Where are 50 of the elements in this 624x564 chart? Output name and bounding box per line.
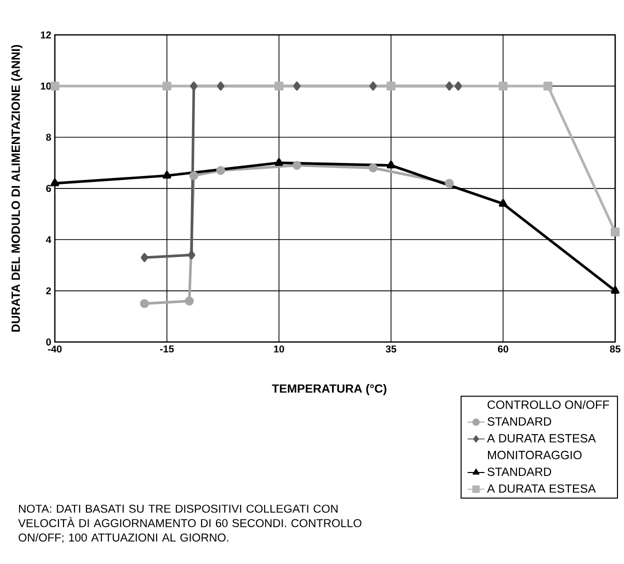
x-tick-label: 10 xyxy=(274,345,284,352)
point xyxy=(498,81,508,90)
point xyxy=(162,170,172,178)
x-tick-label: 85 xyxy=(610,345,620,352)
point xyxy=(498,198,508,207)
point xyxy=(188,250,196,260)
x-tick-label: 35 xyxy=(386,345,396,352)
point xyxy=(162,81,172,90)
point xyxy=(386,81,396,90)
x-tick-label: -40 xyxy=(48,345,62,352)
point xyxy=(217,81,224,90)
point xyxy=(140,252,148,262)
legend-label: STANDARD xyxy=(488,417,552,426)
point xyxy=(454,81,462,90)
point xyxy=(50,178,60,186)
point xyxy=(140,298,149,308)
point xyxy=(610,286,620,294)
point xyxy=(184,296,194,306)
point xyxy=(190,81,198,90)
text: MONITORAGGIO xyxy=(488,450,582,460)
y-axis-title: DURATA DEL MODULO DI ALIMENTAZIONE (ANNI) xyxy=(11,44,22,332)
y-tick-label: 10 xyxy=(40,82,51,90)
point xyxy=(292,160,302,170)
y-tick-label: 12 xyxy=(40,31,51,38)
legend-label: A DURATA ESTESA xyxy=(487,434,596,442)
point xyxy=(293,81,301,90)
point xyxy=(274,81,284,90)
x-tick-label: 60 xyxy=(498,345,508,352)
point xyxy=(216,166,226,175)
y-tick-label: 6 xyxy=(46,184,51,192)
text: NOTA: DATI BASATI SU TRE DISPOSITIVI COLLEGATI CON VELOCITÀ DI AGGIORNAMENTO DI 60 SECONDI. CONTROLLO ON/OFF; 100 ATTUAZIONI AL GIORNO. xyxy=(18,504,362,543)
point xyxy=(386,160,396,168)
y-tick-label: 8 xyxy=(46,134,52,141)
x-tick-label: -15 xyxy=(160,345,174,352)
point xyxy=(368,163,378,172)
y-tick-label: 2 xyxy=(46,287,51,294)
point xyxy=(543,81,552,90)
legend-label: STANDARD xyxy=(488,467,552,476)
point xyxy=(189,171,198,180)
x-axis-title: TEMPERATURA (°C) xyxy=(272,384,386,395)
text: CONTROLLO ON/OFF xyxy=(488,400,610,409)
y-tick-label: 4 xyxy=(46,236,52,243)
point xyxy=(50,81,60,90)
point xyxy=(369,81,377,90)
y-tick-label: 0 xyxy=(46,338,51,346)
legend-label: A DURATA ESTESA xyxy=(487,484,596,493)
point xyxy=(274,158,284,166)
point xyxy=(610,227,620,236)
point xyxy=(444,178,454,188)
point xyxy=(446,81,453,90)
